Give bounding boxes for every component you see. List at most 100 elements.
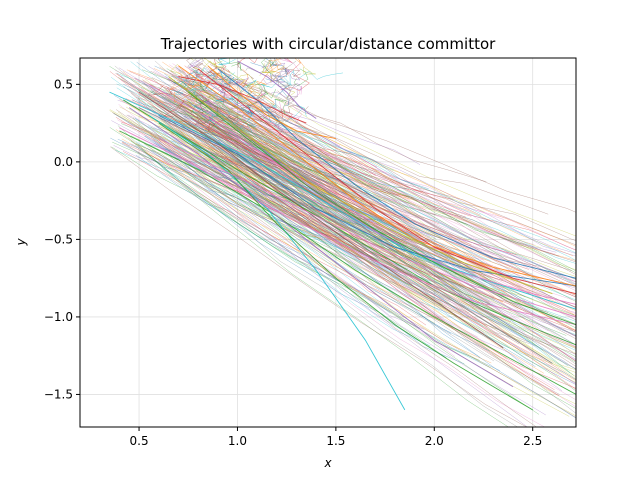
- trajectory-scribble: [237, 108, 267, 119]
- trajectory-line: [193, 89, 576, 380]
- trajectory-line: [158, 115, 399, 239]
- trajectory-scribble: [203, 58, 225, 68]
- trajectory-scribble: [250, 80, 267, 91]
- trajectory-scribble: [187, 76, 209, 87]
- trajectory-line: [182, 153, 495, 362]
- trajectory-line: [137, 89, 410, 204]
- trajectory-line: [121, 138, 492, 364]
- trajectory-scribble: [279, 73, 297, 91]
- trajectory-scribble: [279, 82, 289, 107]
- trajectory-scribble: [192, 67, 216, 78]
- trajectory-line: [150, 136, 576, 417]
- trajectory-line: [216, 127, 576, 288]
- trajectory-line: [121, 141, 576, 332]
- trajectory-8: [178, 65, 576, 287]
- trajectory-16: [158, 122, 533, 411]
- trajectory-line: [122, 141, 292, 253]
- trajectory-scribble: [194, 113, 230, 129]
- trajectory-line: [150, 136, 528, 427]
- trajectory-scribble: [269, 58, 279, 66]
- trajectory-line: [110, 146, 528, 427]
- trajectory-line: [178, 129, 481, 358]
- trajectory-line: [140, 148, 317, 269]
- trajectory-scribble: [202, 93, 217, 102]
- trajectory-20: [158, 138, 576, 318]
- trajectory-line: [168, 89, 521, 343]
- x-tick-label: 1.5: [326, 434, 345, 448]
- trajectory-line: [116, 72, 409, 190]
- trajectory-line: [171, 75, 394, 171]
- trajectory-line: [201, 74, 556, 255]
- trajectory-scribble: [215, 94, 238, 103]
- trajectory-scribble: [253, 83, 265, 103]
- trajectory-scribble: [264, 58, 282, 77]
- trajectory-line: [199, 86, 407, 228]
- trajectory-scribble: [235, 79, 248, 89]
- trajectory-scribble: [218, 58, 230, 65]
- trajectory-3: [148, 84, 576, 305]
- plot-frame: [79, 57, 577, 428]
- trajectory-scribble: [204, 67, 219, 83]
- trajectory-line: [151, 77, 576, 246]
- trajectory-scribble: [259, 63, 275, 77]
- trajectory-line: [185, 107, 513, 313]
- trajectory-scribble: [237, 83, 253, 95]
- trajectory-12: [148, 115, 406, 411]
- y-tick-label: −1.5: [44, 387, 73, 401]
- trajectory-line: [142, 69, 576, 274]
- trajectory-scribble: [227, 124, 257, 151]
- trajectory-scribble: [230, 96, 258, 107]
- trajectory-scribble: [209, 67, 230, 80]
- trajectory-13: [119, 127, 576, 326]
- trajectory-line: [175, 96, 364, 194]
- y-tick-label: −1.0: [44, 310, 73, 324]
- trajectory-scribble: [265, 108, 293, 123]
- trajectory-17: [207, 65, 336, 140]
- trajectory-line: [195, 59, 487, 183]
- trajectory-line: [205, 102, 576, 254]
- trajectory-18: [178, 76, 307, 124]
- trajectory-scribble: [199, 99, 218, 111]
- trajectory-line: [158, 155, 545, 427]
- trajectory-line: [135, 118, 455, 309]
- trajectory-line: [137, 152, 576, 418]
- trajectory-scribble: [247, 111, 256, 133]
- trajectory-scribble: [190, 91, 208, 114]
- trajectory-line: [209, 152, 576, 298]
- trajectory-scribble: [277, 119, 285, 136]
- trajectory-scribble: [250, 62, 272, 81]
- trajectory-1: [123, 99, 576, 346]
- trajectory-line: [171, 133, 447, 306]
- trajectory-line: [111, 146, 480, 361]
- trajectory-scribble: [188, 59, 205, 69]
- trajectory-scribble: [203, 118, 228, 133]
- trajectory-line: [135, 154, 465, 365]
- trajectory-6: [138, 107, 553, 364]
- trajectory-line: [118, 104, 456, 357]
- trajectory-scribble: [265, 58, 283, 67]
- x-axis-label: x: [323, 456, 332, 470]
- y-tick-label: −0.5: [44, 232, 73, 246]
- trajectory-line: [200, 136, 548, 299]
- trajectory-scribble: [195, 93, 209, 113]
- trajectory-scribble: [169, 74, 204, 91]
- trajectory-scribble: [279, 104, 309, 114]
- trajectory-scribble: [163, 100, 185, 117]
- trajectory-line: [130, 143, 408, 278]
- x-tick-label: 0.5: [130, 434, 149, 448]
- trajectory-scribble: [174, 84, 187, 95]
- trajectory-line: [137, 138, 576, 373]
- x-tick-label: 1.0: [228, 434, 247, 448]
- trajectory-line: [193, 131, 560, 395]
- trajectory-line: [153, 70, 576, 251]
- trajectory-10: [168, 76, 553, 295]
- trajectory-scribble: [228, 58, 242, 71]
- trajectory-line: [136, 143, 549, 313]
- trajectory-line: [157, 136, 537, 427]
- trajectory-scribble: [285, 58, 293, 64]
- trajectory-scribble: [280, 58, 300, 72]
- trajectory-scribble: [254, 79, 277, 99]
- trajectory-line: [165, 89, 507, 321]
- trajectory-line: [130, 140, 447, 359]
